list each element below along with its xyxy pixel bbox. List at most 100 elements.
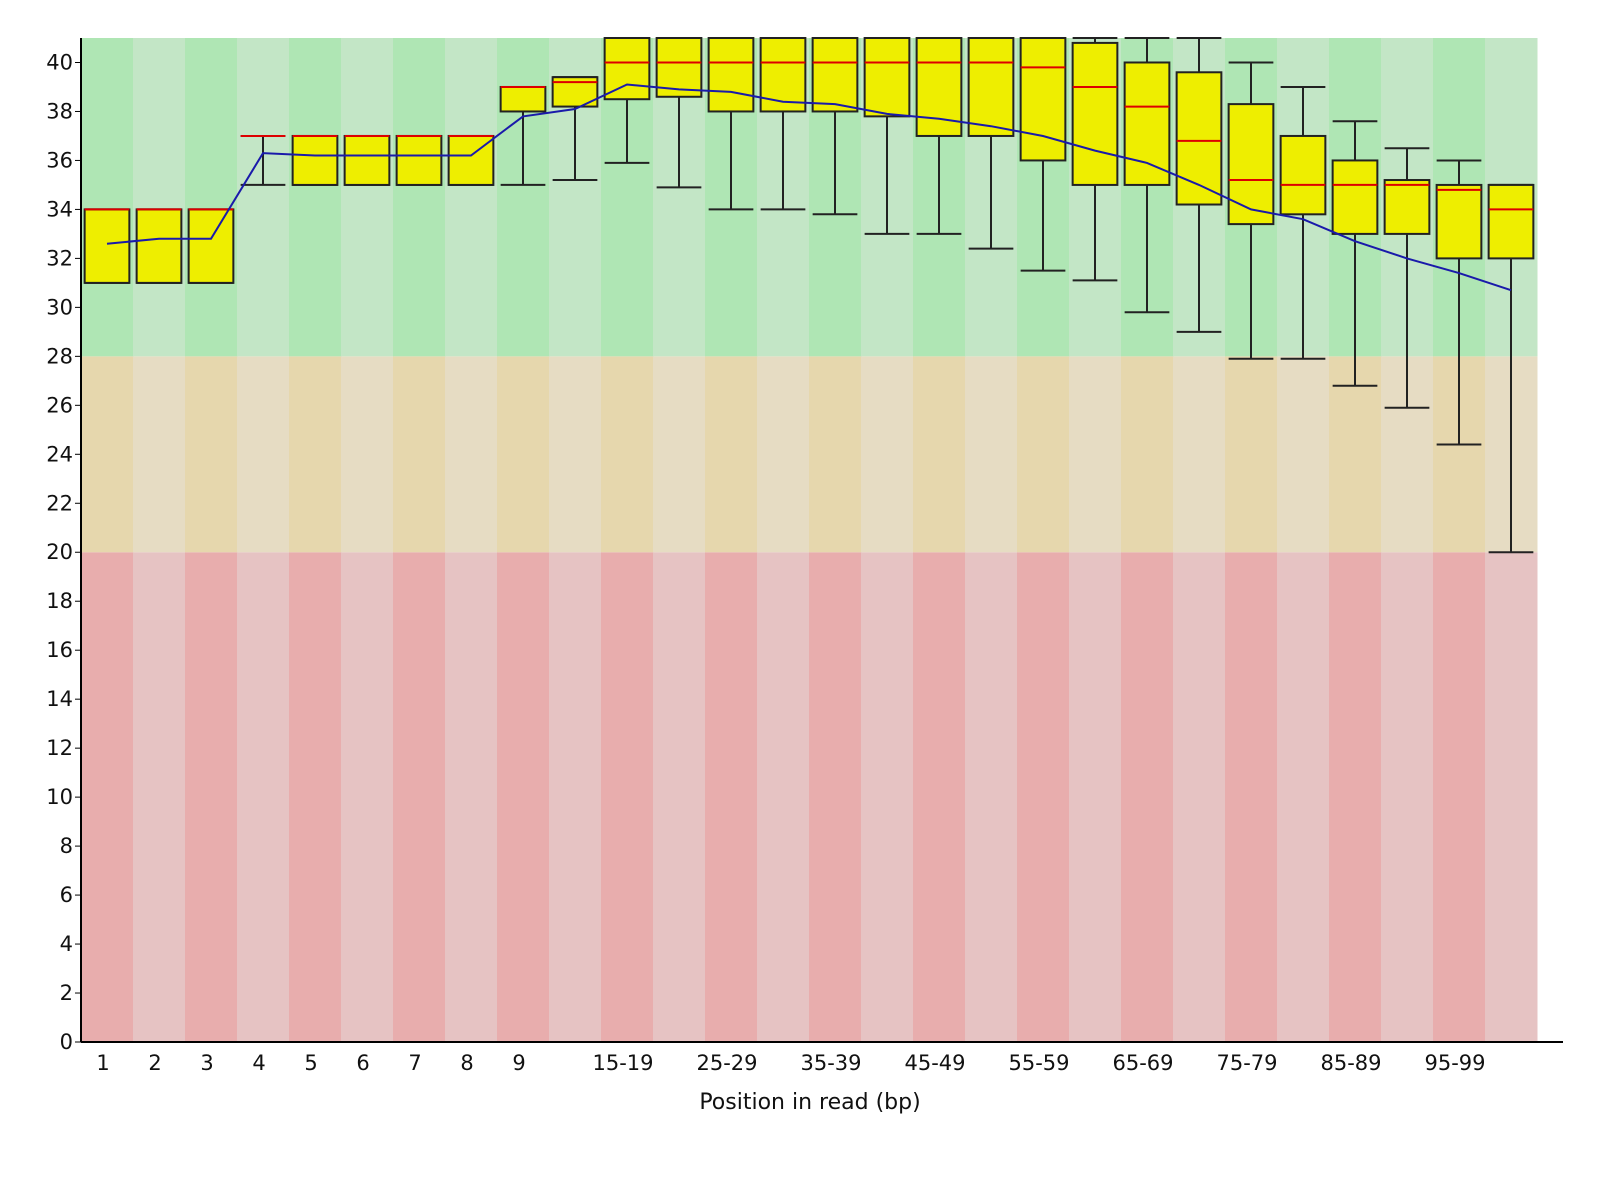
y-tick-label: 32 [46,246,73,270]
x-tick-label: 25-29 [696,1051,757,1075]
zone-reasonable-stripe [549,356,602,553]
y-tick-label: 20 [46,540,73,564]
zone-poor-stripe [861,552,914,1042]
x-tick-label: 55-59 [1008,1051,1069,1075]
zone-poor-stripe [237,552,290,1042]
zone-good-stripe [497,38,550,357]
zone-reasonable-stripe [81,356,134,553]
zone-poor-stripe [1433,552,1486,1042]
x-tick-label: 5 [304,1051,317,1075]
zone-poor-stripe [1381,552,1434,1042]
zone-poor-stripe [1017,552,1070,1042]
zone-reasonable-stripe [705,356,758,553]
y-tick-label: 26 [46,393,73,417]
x-tick-labels: 1 2 3 4 5 6 7 8 9 15-19 25-29 35-39 45-49 55-59 65-69 7… [96,1051,1485,1075]
iqr-box [707,37,755,113]
x-tick-label: 45-49 [904,1051,965,1075]
zone-good-stripe [445,38,498,357]
zone-poor-stripe [601,552,654,1042]
zone-good-stripe [341,38,394,357]
zone-reasonable-stripe [653,356,706,553]
zone-reasonable-stripe [133,356,186,553]
y-tick-label: 38 [46,99,73,123]
zone-poor-stripe [1121,552,1174,1042]
zone-poor-stripe [1173,552,1226,1042]
y-tick-label: 28 [46,344,73,368]
zone-reasonable-stripe [809,356,862,553]
zone-good-stripe [237,38,290,357]
zone-poor-stripe [341,552,394,1042]
zone-poor-stripe [757,552,810,1042]
zone-reasonable-stripe [237,356,290,553]
box-plot-series [83,37,1535,554]
zone-reasonable-stripe [1173,356,1226,553]
iqr-box [603,37,651,101]
y-tick-label: 24 [46,442,73,466]
zone-poor-stripe [81,552,134,1042]
zone-poor-stripe [809,552,862,1042]
zone-poor-stripe [653,552,706,1042]
zone-reasonable-stripe [1121,356,1174,553]
x-tick-label: 3 [200,1051,213,1075]
zone-reasonable-stripe [497,356,550,553]
iqr-box [291,134,339,186]
mean-line-series [106,83,1512,292]
x-tick-label: 95-99 [1424,1051,1485,1075]
x-tick-label: 9 [512,1051,525,1075]
x-tick-label: 65-69 [1112,1051,1173,1075]
iqr-box [811,37,859,113]
zone-poor-stripe [705,552,758,1042]
y-tick-label: 36 [46,148,73,172]
iqr-box [1019,37,1067,162]
x-tick-label: 6 [356,1051,369,1075]
iqr-box [1227,103,1275,226]
mean-quality-line [106,83,1512,292]
y-tick-label: 2 [60,981,73,1005]
zone-poor-stripe [1277,552,1330,1042]
iqr-box [863,37,911,118]
zone-good-stripe [185,38,238,357]
zone-reasonable-stripe [393,356,446,553]
x-tick-label: 85-89 [1320,1051,1381,1075]
zone-reasonable-stripe [1329,356,1382,553]
zone-good-stripe [393,38,446,357]
zone-reasonable-stripe [445,356,498,553]
iqr-box [759,37,807,113]
zone-poor-stripe [549,552,602,1042]
iqr-box [499,85,547,113]
y-tick-label: 6 [60,883,73,907]
iqr-box [395,134,443,186]
zone-poor-stripe [185,552,238,1042]
iqr-box [187,208,235,284]
zone-reasonable-stripe [965,356,1018,553]
iqr-box [1071,41,1119,186]
iqr-box [135,208,183,284]
zone-good-stripe [81,38,134,357]
y-tick-label: 4 [60,932,73,956]
y-tick-label: 10 [46,785,73,809]
iqr-box [967,37,1015,137]
zone-poor-stripe [445,552,498,1042]
y-tick-label: 14 [46,687,73,711]
y-tick-label: 16 [46,638,73,662]
y-tick-label: 0 [60,1030,73,1054]
zone-poor-stripe [1485,552,1538,1042]
iqr-box [1175,71,1223,206]
iqr-box [1331,159,1379,235]
iqr-box [1123,61,1171,186]
zone-reasonable-stripe [289,356,342,553]
x-tick-label: 75-79 [1216,1051,1277,1075]
y-tick-label: 40 [46,50,73,74]
y-tick-label: 22 [46,491,73,515]
iqr-box [655,37,703,98]
zone-reasonable-stripe [913,356,966,553]
y-tick-label: 12 [46,736,73,760]
zone-reasonable-stripe [757,356,810,553]
zone-poor-stripe [1069,552,1122,1042]
zone-poor-stripe [1225,552,1278,1042]
zone-good-stripe [133,38,186,357]
zone-good-stripe [289,38,342,357]
x-tick-label: 7 [408,1051,421,1075]
